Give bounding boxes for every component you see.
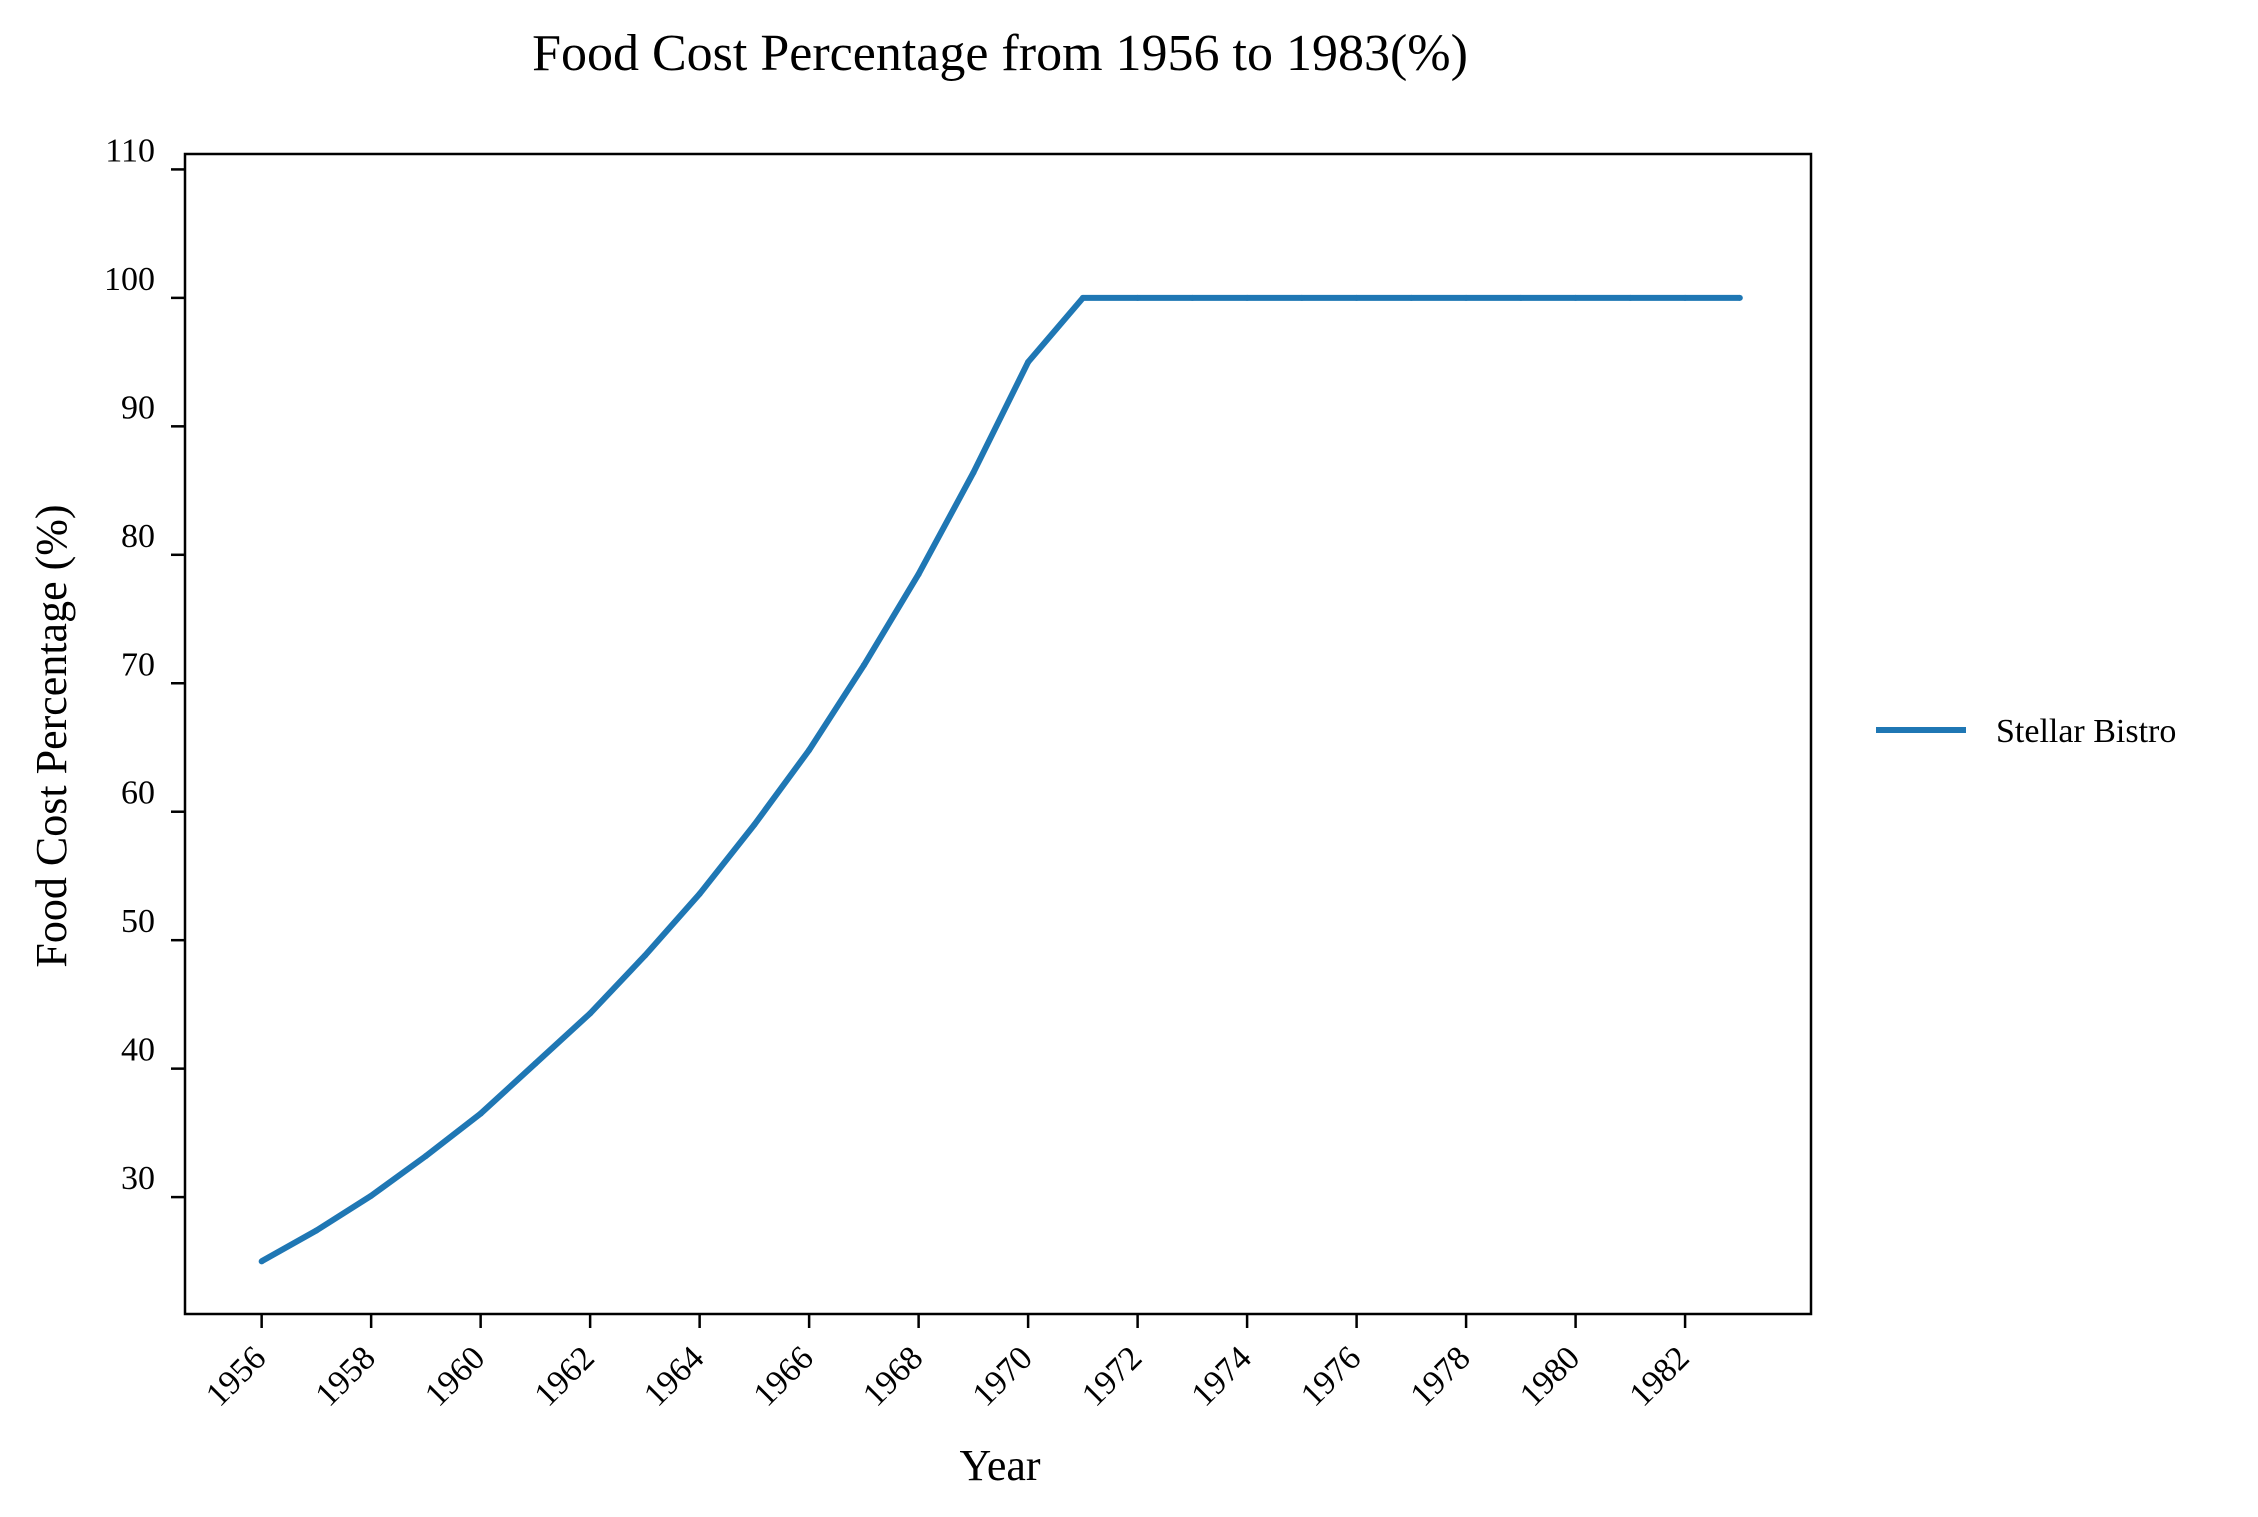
data-point bbox=[641, 952, 648, 959]
series-layer bbox=[258, 294, 1743, 1265]
data-point bbox=[970, 469, 977, 476]
x-tick-label: 1982 bbox=[1622, 1339, 1696, 1413]
data-point bbox=[1682, 294, 1689, 301]
data-point bbox=[477, 1110, 484, 1117]
x-tick-label: 1972 bbox=[1075, 1339, 1149, 1413]
data-point bbox=[1079, 294, 1086, 301]
legend-label-stellar-bistro: Stellar Bistro bbox=[1996, 713, 2176, 750]
data-point bbox=[1353, 294, 1360, 301]
x-tick-label: 1980 bbox=[1513, 1339, 1587, 1413]
data-point bbox=[1517, 294, 1524, 301]
data-point bbox=[258, 1258, 265, 1265]
data-point bbox=[1572, 294, 1579, 301]
x-tick-label: 1960 bbox=[418, 1339, 492, 1413]
data-point bbox=[1463, 294, 1470, 301]
x-tick-label: 1962 bbox=[528, 1339, 602, 1413]
y-tick-label: 110 bbox=[105, 132, 155, 169]
data-point bbox=[1408, 294, 1415, 301]
y-tick-label: 30 bbox=[121, 1160, 155, 1197]
y-axis-label: Food Cost Percentage (%) bbox=[27, 504, 76, 967]
data-point bbox=[915, 571, 922, 578]
data-point bbox=[422, 1152, 429, 1159]
data-point bbox=[696, 890, 703, 897]
x-tick-label: 1958 bbox=[309, 1339, 383, 1413]
x-tick-label: 1978 bbox=[1404, 1339, 1478, 1413]
data-point bbox=[587, 1010, 594, 1017]
chart-title: Food Cost Percentage from 1956 to 1983(%… bbox=[532, 25, 1468, 82]
y-tick-label: 80 bbox=[121, 518, 155, 555]
y-tick-label: 40 bbox=[121, 1032, 155, 1069]
y-tick-label: 50 bbox=[121, 903, 155, 940]
data-point bbox=[532, 1060, 539, 1067]
data-point bbox=[368, 1192, 375, 1199]
data-point bbox=[751, 821, 758, 828]
x-tick-label: 1964 bbox=[637, 1339, 711, 1413]
x-tick-label: 1968 bbox=[856, 1339, 930, 1413]
data-point bbox=[806, 747, 813, 754]
data-point bbox=[1298, 294, 1305, 301]
data-point bbox=[1736, 294, 1743, 301]
data-point bbox=[1025, 359, 1032, 366]
data-point bbox=[1244, 294, 1251, 301]
data-point bbox=[860, 662, 867, 669]
y-tick-label: 90 bbox=[121, 389, 155, 426]
data-point bbox=[1134, 294, 1141, 301]
data-point bbox=[1627, 294, 1634, 301]
y-tick-label: 70 bbox=[121, 646, 155, 683]
x-tick-label: 1970 bbox=[966, 1339, 1040, 1413]
x-axis-ticks: 1956 1958 1960 1962 1964 1966 1968 1970 1972 1974… bbox=[199, 1314, 1697, 1414]
x-axis-label: Year bbox=[959, 1441, 1040, 1490]
plot-frame bbox=[183, 152, 1813, 1316]
x-tick-label: 1966 bbox=[747, 1339, 821, 1413]
y-axis-ticks: 30 40 50 60 70 80 90 100 110 bbox=[104, 132, 185, 1199]
x-tick-label: 1976 bbox=[1294, 1339, 1368, 1413]
y-tick-label: 60 bbox=[121, 775, 155, 812]
series-line-stellar-bistro bbox=[260, 294, 1740, 1264]
legend: Stellar Bistro bbox=[1876, 713, 2176, 750]
x-tick-label: 1974 bbox=[1185, 1339, 1259, 1413]
y-tick-label: 100 bbox=[104, 261, 155, 298]
x-tick-label: 1956 bbox=[199, 1339, 273, 1413]
data-point bbox=[313, 1227, 320, 1234]
data-point bbox=[1189, 294, 1196, 301]
